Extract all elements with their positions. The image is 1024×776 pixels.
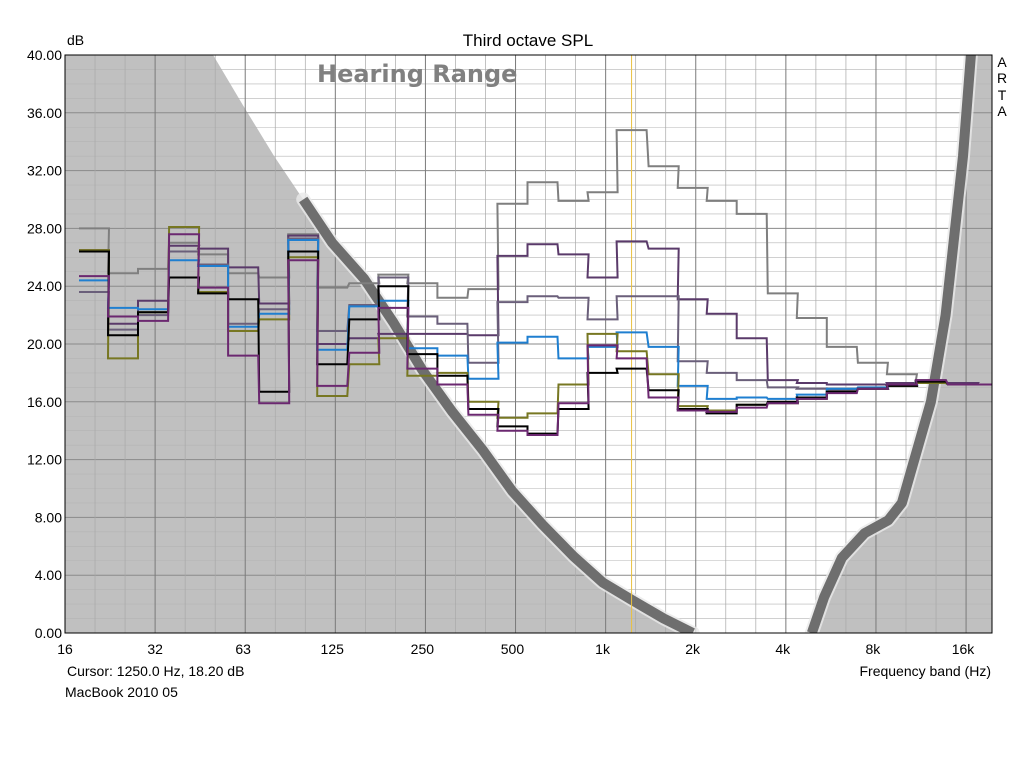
series-line-7 xyxy=(79,233,992,436)
x-tick-label: 63 xyxy=(235,641,251,657)
x-tick-label: 2k xyxy=(685,641,701,657)
arta-letter-2: R xyxy=(997,70,1007,86)
y-tick-label: 0.00 xyxy=(35,625,62,641)
x-tick-label: 4k xyxy=(775,641,791,657)
hearing-range-label: Hearing Range xyxy=(317,60,517,88)
series-line-4 xyxy=(79,239,992,400)
y-tick-label: 4.00 xyxy=(35,567,62,583)
x-tick-label: 1k xyxy=(595,641,611,657)
y-tick-label: 40.00 xyxy=(27,47,62,63)
plot-frame xyxy=(64,54,993,634)
arta-letter-4: A xyxy=(997,103,1007,119)
series-line-6 xyxy=(79,250,992,435)
y-tick-label: 20.00 xyxy=(27,336,62,352)
device-label: MacBook 2010 05 xyxy=(65,684,178,700)
hearing-curve-left xyxy=(299,196,695,633)
chart-title: Third octave SPL xyxy=(463,31,593,50)
y-tick-label: 24.00 xyxy=(27,278,62,294)
x-tick-label: 8k xyxy=(865,641,881,657)
y-tick-label: 32.00 xyxy=(27,163,62,179)
y-tick-label: 12.00 xyxy=(27,452,62,468)
x-tick-label: 500 xyxy=(501,641,525,657)
cursor-readout: Cursor: 1250.0 Hz, 18.20 dB xyxy=(67,663,244,679)
x-tick-label: 16k xyxy=(952,641,976,657)
arta-letter-1: A xyxy=(997,54,1007,70)
arta-letter-3: T xyxy=(998,87,1007,103)
y-tick-label: 8.00 xyxy=(35,509,62,525)
y-tick-label: 36.00 xyxy=(27,105,62,121)
series-line-1 xyxy=(79,129,992,386)
x-tick-label: 32 xyxy=(147,641,163,657)
y-axis-label: dB xyxy=(67,32,84,48)
x-tick-label: 125 xyxy=(321,641,345,657)
x-axis-label: Frequency band (Hz) xyxy=(859,663,991,679)
y-tick-label: 28.00 xyxy=(27,220,62,236)
series-line-3 xyxy=(79,237,992,392)
hearing-curve-right xyxy=(807,55,976,633)
y-tick-label: 16.00 xyxy=(27,394,62,410)
x-tick-label: 16 xyxy=(57,641,73,657)
x-tick-label: 250 xyxy=(411,641,435,657)
